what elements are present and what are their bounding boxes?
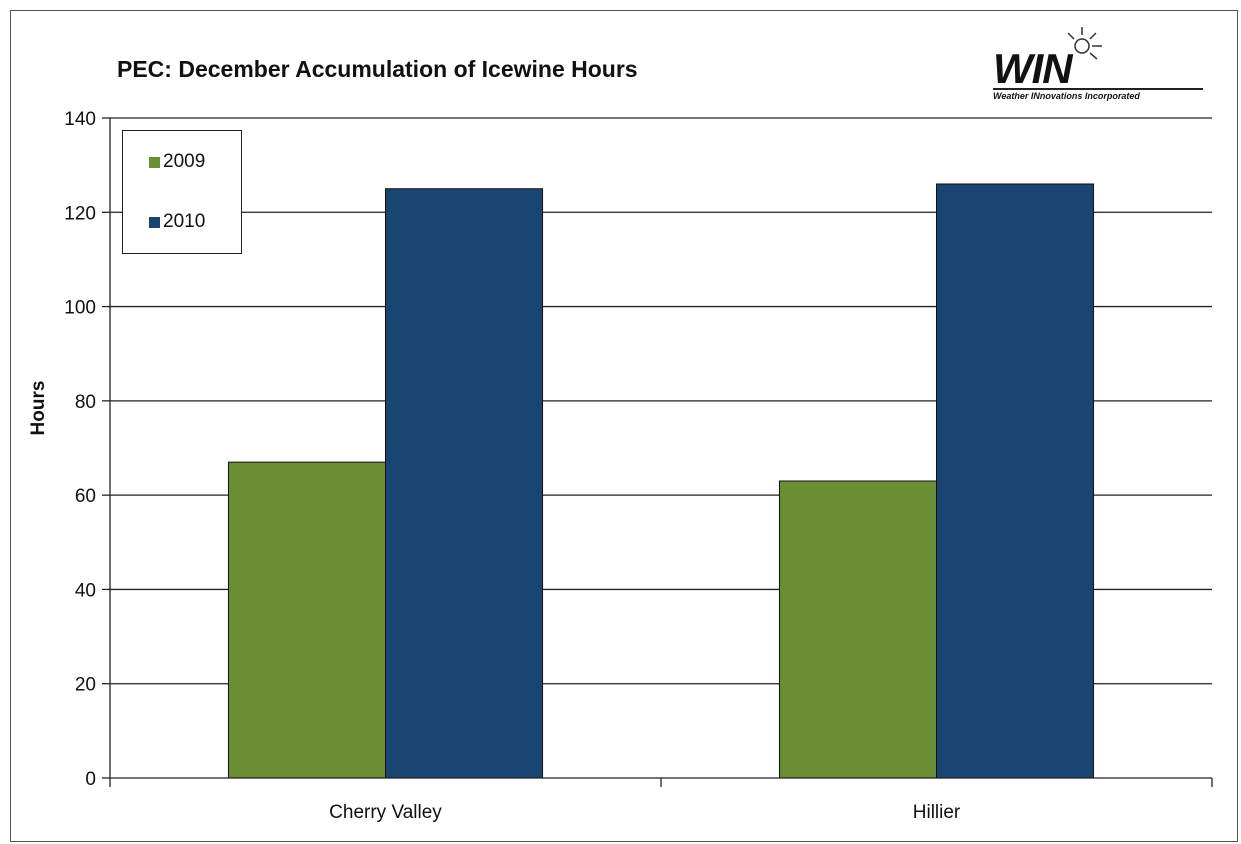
bar-2009-cherry-valley [228,462,385,778]
legend-label-2010: 2010 [163,211,205,233]
y-axis-label: Hours [28,381,49,436]
legend-swatch-2010 [149,217,160,228]
legend-item-2009: 2009 [149,151,205,173]
y-tick-label: 120 [64,203,96,224]
y-tick-label: 80 [75,392,96,413]
legend-swatch-2009 [149,157,160,168]
bar-2009-hillier [779,481,936,778]
bar-2010-hillier [937,184,1094,778]
x-tick-label: Cherry Valley [329,802,442,823]
x-tick-label: Hillier [913,802,961,823]
y-tick-label: 40 [75,580,96,601]
y-tick-label: 0 [85,769,96,790]
legend-label-2009: 2009 [163,151,205,173]
y-tick-label: 20 [75,675,96,696]
y-tick-label: 100 [64,298,96,319]
y-tick-label: 60 [75,486,96,507]
legend-item-2010: 2010 [149,211,205,233]
bars [228,184,1093,778]
bar-2010-cherry-valley [386,189,543,778]
y-tick-label: 140 [64,109,96,130]
legend: 2009 2010 [122,130,242,254]
